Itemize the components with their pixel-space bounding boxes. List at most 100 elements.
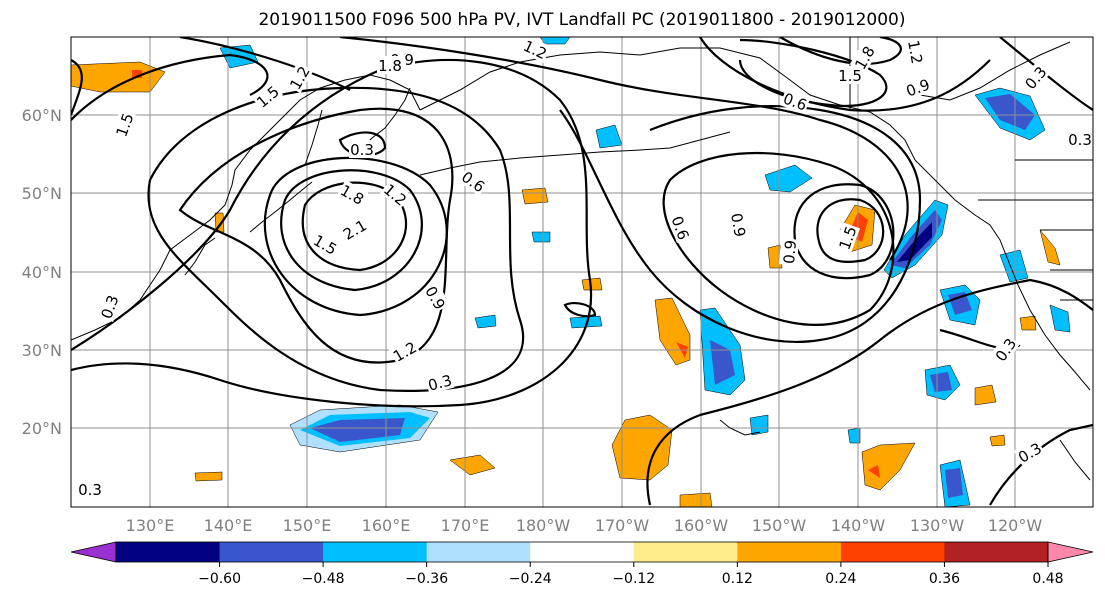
shade-positive-siberia: [71, 61, 166, 93]
shade-negative-blob-3: [531, 231, 551, 243]
coast-alaska: [639, 47, 1091, 391]
colorbar-tick-label: 0.48: [1032, 571, 1063, 587]
svg-text:0.9: 0.9: [780, 239, 800, 264]
lon-label: 160°E: [362, 516, 411, 535]
svg-text:0.3: 0.3: [350, 141, 374, 159]
map-frame: [70, 36, 1094, 508]
shade-positive-small: [449, 454, 496, 476]
coast-aleutians: [419, 131, 731, 176]
contour-label: 0.3: [424, 369, 455, 395]
contour-label: 0.3: [349, 140, 375, 159]
svg-text:0.3: 0.3: [1068, 131, 1092, 149]
colorbar-tick-label: 0.12: [722, 571, 753, 587]
lon-label: 140°W: [831, 516, 886, 535]
shade-negative-east-2-core: [930, 372, 952, 392]
lon-label: 130°E: [126, 516, 175, 535]
contour-label: 1.5: [837, 66, 863, 85]
shade-positive-blob-7: [1019, 315, 1037, 331]
contour-low-west-3: [263, 156, 448, 317]
lon-label: 130°W: [910, 516, 965, 535]
colorbar-segment: [737, 542, 842, 562]
colorbar-segment: [633, 542, 738, 562]
contour-south-east: [646, 278, 1093, 506]
coast-korea: [184, 237, 216, 276]
contour-low-west-4: [178, 107, 454, 364]
colorbar-tick-label: −0.36: [405, 571, 448, 587]
contour-central-north: [179, 37, 351, 91]
contour-label: 1.2: [904, 37, 928, 67]
gridlines: [71, 37, 1093, 507]
colorbar-extend-max: [1047, 541, 1094, 563]
contour-low-east-2: [793, 183, 895, 280]
lat-label: 40°N: [22, 263, 62, 282]
shade-positive-blob-5: [989, 434, 1006, 447]
colorbar-segment: [116, 542, 221, 562]
shade-positive-south-core: [868, 465, 880, 478]
contour-small-1: [563, 301, 597, 318]
colorbar-segment: [219, 542, 324, 562]
colorbar-segment: [530, 542, 635, 562]
shade-positive-blob-10: [679, 492, 713, 507]
coast-sakhalin: [304, 109, 323, 166]
colorbar-segment: [426, 542, 531, 562]
contour-low-east-inner: [816, 198, 885, 263]
shade-negative-blob-1: [764, 164, 813, 193]
svg-text:1.2: 1.2: [904, 39, 926, 66]
colorbar-segment: [323, 542, 428, 562]
coast-mexico: [1059, 439, 1091, 481]
shade-positive-south: [861, 442, 916, 491]
colorbar-segment: [944, 542, 1049, 562]
contour-north-east-1: [738, 38, 888, 107]
shade-positive-blob-2: [581, 277, 603, 291]
lat-label: 30°N: [22, 341, 62, 360]
contour-label: 1.8: [377, 56, 403, 75]
map-panel: 0.91.21.51.21.81.50.31.81.22.11.50.91.20…: [70, 35, 1094, 508]
colorbar-tick-label: 0.36: [929, 571, 960, 587]
map-title: 2019011500 F096 500 hPa PV, IVT Landfall…: [258, 10, 905, 30]
colorbar-tick-label: −0.48: [302, 571, 345, 587]
contour-low-west-5: [147, 86, 525, 392]
lat-label: 50°N: [22, 184, 62, 203]
contour-label: 0.9: [727, 210, 751, 240]
latitude-labels: 20°N 30°N 40°N 50°N 60°N: [22, 106, 62, 438]
lon-label: 170°W: [595, 516, 650, 535]
coast-hawaii: [719, 419, 761, 436]
shade-negative-east-1-core: [948, 292, 972, 315]
contour-low-east-3: [662, 151, 895, 326]
lon-label: 150°E: [283, 516, 332, 535]
lon-label: 170°E: [441, 516, 490, 535]
shade-positive-blob-6: [1039, 229, 1061, 266]
colorbar-frame: [115, 541, 1049, 563]
contour-label: 0.3: [77, 480, 103, 499]
colorbar-tick-label: 0.24: [825, 571, 856, 587]
colorbar-tick-label: −0.12: [612, 571, 655, 587]
lon-label: 180°W: [516, 516, 571, 535]
coastlines: [71, 37, 1093, 481]
shade-negative-north-central: [539, 37, 571, 45]
shade-negative-blob-5: [474, 314, 497, 329]
colorbar-ticks: −0.60 −0.48 −0.36 −0.24 −0.12 0.12 0.24 0.36 0.4…: [198, 562, 1064, 587]
shade-negative-blob-7: [847, 427, 861, 444]
shade-negative-155w-core: [710, 340, 735, 385]
lon-label: 150°W: [752, 516, 807, 535]
shade-negative-gulf-core: [985, 94, 1035, 130]
lat-label: 20°N: [22, 419, 62, 438]
shade-negative-east-3-core: [945, 468, 963, 498]
contour-labels: 0.91.21.51.21.81.50.31.81.22.11.50.91.20…: [77, 35, 1093, 499]
colorbar-segments: [70, 541, 1094, 563]
contour-north-east-2: [699, 37, 991, 112]
contour-label: 0.3: [1067, 130, 1093, 149]
contour-label: 0.9: [778, 238, 800, 266]
shade-positive-150w: [611, 414, 673, 481]
shade-negative-west-pacific-core: [310, 418, 405, 442]
lon-label: 160°W: [674, 516, 729, 535]
svg-text:1.5: 1.5: [838, 67, 862, 85]
lon-label: 140°E: [204, 516, 253, 535]
contour-north-band-1: [339, 37, 909, 261]
lat-label: 60°N: [22, 106, 62, 125]
lon-label: 120°W: [988, 516, 1043, 535]
colorbar-tick-label: −0.60: [198, 571, 241, 587]
contour-north-west: [71, 53, 269, 121]
contour-low-west-6: [71, 58, 593, 408]
